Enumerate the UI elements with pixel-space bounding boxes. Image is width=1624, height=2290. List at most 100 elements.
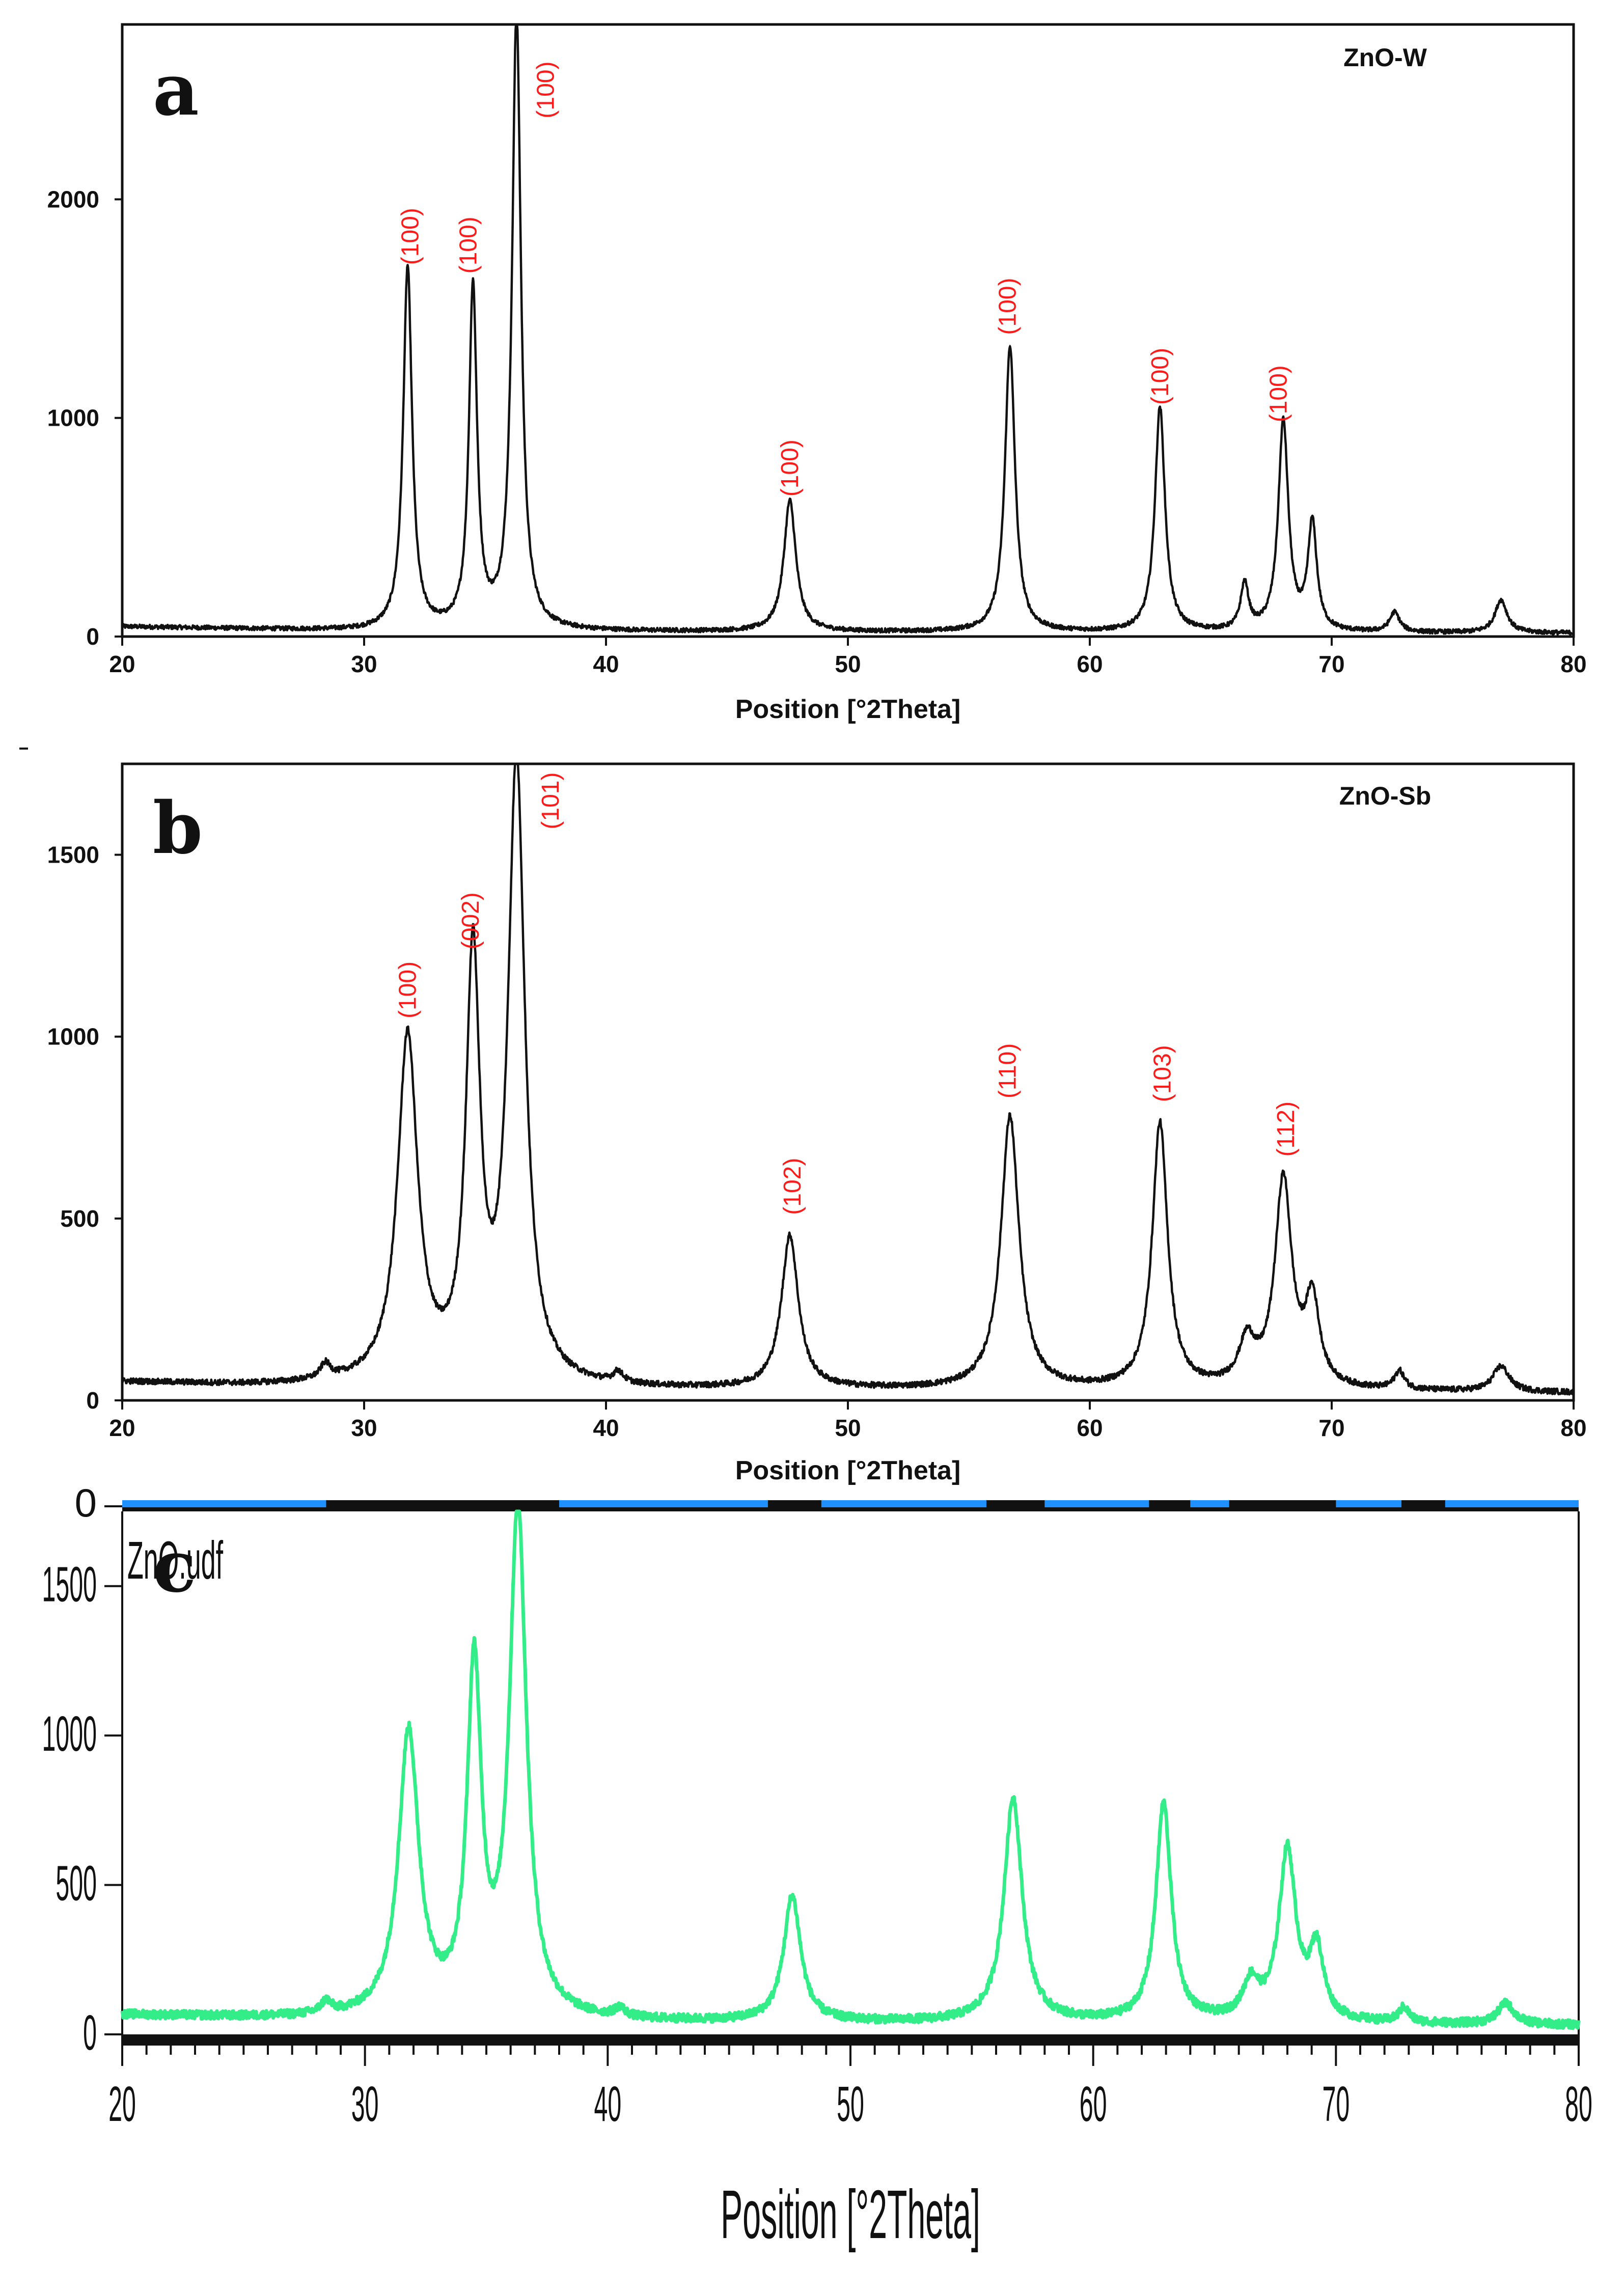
panel-label: a [153,48,199,132]
peak-point [472,925,474,927]
x-tick-label: 20 [109,1415,135,1441]
peak-point [1012,1797,1014,1798]
hkl-label: (100) [532,62,559,119]
peak-point [1394,611,1395,613]
peak-point [1246,1327,1248,1328]
peak-point [1159,1120,1161,1122]
hkl-label: (100) [777,439,804,496]
reference-bar-segment [559,1500,768,1507]
x-tick-label: 40 [594,2077,621,2132]
peak-point [1312,515,1313,517]
x-axis-title: Position [°2Theta] [735,1456,961,1485]
x-tick-label: 80 [1560,651,1586,677]
plot-frame [121,762,1575,1402]
peak-point [516,24,517,25]
reference-bar-segment [1445,1500,1579,1507]
peak-point [1163,1801,1164,1803]
panel-label: c [153,1525,196,1609]
x-axis-title: Position [°2Theta] [735,695,961,724]
hkl-label: (103) [1149,1045,1176,1102]
reference-bar-segment [1044,1500,1149,1507]
y-tick-label: 500 [56,1856,97,1911]
peak-point [1009,344,1011,346]
x-tick-label: 50 [837,2077,864,2132]
hkl-label: (102) [779,1158,806,1215]
peak-point [407,1028,408,1030]
x-tick-label: 60 [1077,1415,1103,1441]
hkl-label: (100) [395,961,422,1018]
sample-label: ZnO-Sb [1339,782,1432,810]
peak-point [1500,1365,1502,1367]
y-tick-label: 0 [86,1387,99,1414]
x-tick-label: 70 [1318,651,1344,677]
x-tick-label: 40 [593,1415,619,1441]
reference-bar-segment [1190,1500,1229,1507]
reference-bar-segment [1336,1500,1402,1507]
y-tick-label: 500 [60,1205,99,1232]
y-tick-label: 1500 [42,1557,97,1612]
plot-frame [121,23,1575,638]
reference-bar-segment [821,1500,986,1507]
peak-point [1399,1369,1400,1371]
peak-point [617,1369,619,1370]
hkl-label: (101) [537,772,564,830]
y-tick-label: 1000 [47,405,99,431]
y-tick-label: 0 [83,2005,97,2061]
peak-point [516,763,517,764]
sample-label: ZnO-W [1343,43,1427,72]
y-tick-label: 1000 [42,1706,97,1762]
x-tick-label: 40 [593,651,619,677]
peak-point [1009,1115,1011,1116]
bottom-axis-bar [122,2034,1579,2046]
x-tick-label: 80 [1565,2077,1592,2132]
x-tick-label: 80 [1560,1415,1586,1441]
peak-point [1244,579,1245,581]
chart-panel-b: 20 30 40 50 60 70 80 0 500 1000 1500 (100) (002) (101… [47,762,1587,1485]
peak-point [1283,417,1284,419]
y-tick-label: 0 [86,623,99,650]
peak-point [1283,1171,1284,1173]
peak-point [791,1894,793,1896]
x-tick-label: 60 [1077,651,1103,677]
peak-point [1403,2006,1405,2007]
xrd-pattern-line [121,23,1575,636]
x-tick-label: 70 [1318,1415,1344,1441]
peak-point [325,1360,326,1362]
x-tick-label: 50 [835,1415,861,1441]
peak-point [1505,2002,1506,2004]
peak-point [789,1234,790,1236]
hkl-label: (100) [1265,365,1292,422]
peak-point [1316,1934,1317,1935]
x-axis-title: Position [°2Theta] [721,2176,980,2253]
top-y-tick-label: 0 [75,1480,97,1525]
peak-point [408,1725,409,1727]
hkl-label: (100) [397,208,424,265]
peak-point [472,278,474,280]
sample-label: ZnO.udf [127,1530,224,1590]
y-tick-label: 2000 [47,186,99,212]
peak-point [619,2005,621,2006]
peak-point [325,1998,327,1999]
peak-point [1159,405,1161,407]
peak-point [407,264,408,266]
y-tick-label: 1500 [47,842,99,868]
peak-point [1312,1282,1313,1283]
hkl-label: (110) [995,1043,1022,1099]
peak-point [474,1641,475,1642]
xrd-pattern-line [121,762,1575,1396]
hkl-label: (100) [455,216,482,273]
hkl-label: (002) [457,892,484,949]
y-tick-label: 1000 [47,1024,99,1050]
x-tick-label: 50 [835,651,861,677]
hkl-label: (112) [1273,1101,1300,1157]
x-tick-label: 20 [109,651,135,677]
chart-panel-a: 20 30 40 50 60 70 80 0 1000 2000 (100) (100) (100) (1… [47,23,1587,724]
x-tick-label: 30 [351,2077,379,2132]
peak-point [789,500,790,501]
hkl-label: (100) [1147,348,1174,405]
hkl-label: (100) [995,278,1022,335]
x-tick-label: 70 [1322,2077,1350,2132]
